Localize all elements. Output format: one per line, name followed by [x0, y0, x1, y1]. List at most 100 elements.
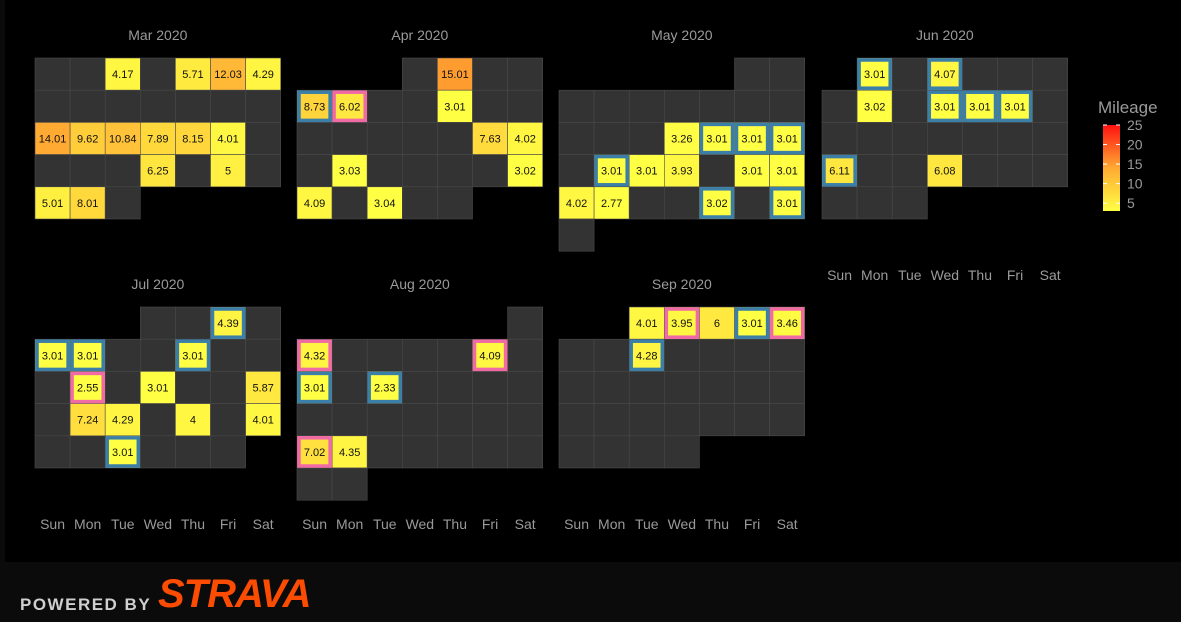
blue-outline: [734, 122, 770, 155]
day-cell: [663, 186, 700, 220]
day-cell: [69, 154, 106, 188]
run-cell: [104, 435, 141, 469]
run-cell: [628, 306, 665, 340]
day-cell: [628, 403, 665, 437]
day-cell: [891, 89, 928, 123]
mileage-label: 3.01: [444, 101, 465, 113]
run-cell: [997, 89, 1033, 123]
mileage-label: 4.39: [217, 318, 238, 330]
day-cell: [558, 154, 595, 188]
day-cell: [663, 89, 700, 123]
day-cell: [769, 57, 805, 91]
weekday-label: Tue: [635, 516, 659, 532]
day-cell: [558, 218, 595, 252]
day-cell: [734, 186, 770, 220]
day-cell: [245, 338, 282, 372]
day-cell: [210, 403, 246, 437]
day-cell: [331, 467, 368, 501]
run-cell: [699, 306, 735, 340]
weekday-label: Wed: [406, 516, 435, 532]
strava-logo[interactable]: STRAVA: [158, 572, 312, 616]
legend-tick-label: 20: [1127, 137, 1143, 153]
mileage-label: 5: [225, 166, 231, 178]
day-cell: [891, 57, 928, 91]
mileage-label: 3.03: [339, 166, 360, 178]
day-cell: [331, 371, 368, 404]
weekday-label: Sat: [777, 516, 798, 532]
day-cell: [507, 338, 544, 372]
pink-outline: [769, 307, 805, 339]
mileage-label: 3.46: [776, 318, 797, 330]
mileage-label: 4.29: [112, 415, 133, 427]
mileage-label: 4.02: [514, 134, 535, 146]
pink-outline: [472, 339, 508, 372]
blue-outline: [822, 154, 857, 187]
day-cell: [734, 89, 770, 123]
day-cell: [472, 403, 508, 437]
mileage-label: 3.01: [182, 350, 203, 362]
pink-outline: [70, 371, 105, 404]
run-cell: [140, 371, 176, 404]
mileage-label: 3.01: [741, 166, 762, 178]
blue-outline: [175, 339, 211, 372]
day-cell: [558, 338, 595, 372]
day-cell: [34, 154, 71, 188]
day-cell: [401, 435, 438, 469]
mileage-label: 3.01: [776, 166, 797, 178]
day-cell: [366, 435, 403, 469]
day-cell: [856, 154, 893, 188]
day-cell: [593, 338, 630, 372]
legend-tick-label: 25: [1127, 117, 1143, 133]
day-cell: [366, 154, 403, 188]
mileage-label: 2.33: [374, 383, 395, 395]
run-cell: [245, 57, 282, 91]
run-cell: [962, 89, 998, 123]
mileage-label: 3.01: [969, 101, 990, 113]
mileage-label: 4.28: [636, 350, 657, 362]
run-cell: [69, 122, 106, 155]
run-cell: [210, 306, 246, 340]
weekday-label: Mon: [336, 516, 363, 532]
day-cell: [331, 403, 368, 437]
blue-outline: [594, 154, 629, 187]
weekday-label: Wed: [668, 516, 697, 532]
mileage-label: 7.63: [479, 134, 500, 146]
run-cell: [926, 57, 963, 91]
weekday-label: Sun: [302, 516, 327, 532]
day-cell: [593, 371, 630, 404]
day-cell: [401, 371, 438, 404]
blue-outline: [699, 122, 735, 155]
blue-outline: [927, 58, 963, 90]
day-cell: [997, 57, 1033, 91]
weekday-label: Sat: [515, 516, 536, 532]
day-cell: [175, 435, 211, 469]
run-cell: [245, 403, 282, 437]
blue-outline: [629, 339, 665, 372]
mileage-label: 8.73: [304, 101, 325, 113]
day-cell: [366, 338, 403, 372]
run-cell: [331, 154, 368, 188]
mileage-label: 3.01: [741, 134, 762, 146]
run-cell: [210, 57, 246, 91]
mileage-label: 10.84: [109, 134, 137, 146]
mileage-label: 4.01: [217, 134, 238, 146]
day-cell: [628, 186, 665, 220]
weekday-label: Thu: [443, 516, 467, 532]
run-cell: [699, 186, 735, 220]
pink-outline: [664, 307, 700, 339]
mileage-label: 15.01: [441, 69, 469, 81]
blue-outline: [210, 307, 246, 339]
day-cell: [628, 122, 665, 155]
day-cell: [401, 338, 438, 372]
run-cell: [472, 122, 508, 155]
day-cell: [175, 89, 211, 123]
day-cell: [437, 154, 473, 188]
blue-outline: [70, 339, 105, 372]
day-cell: [593, 435, 630, 469]
day-cell: [34, 57, 71, 91]
day-cell: [437, 403, 473, 437]
run-cell: [769, 306, 805, 340]
blue-outline: [927, 90, 963, 123]
day-cell: [401, 154, 438, 188]
run-cell: [210, 122, 246, 155]
